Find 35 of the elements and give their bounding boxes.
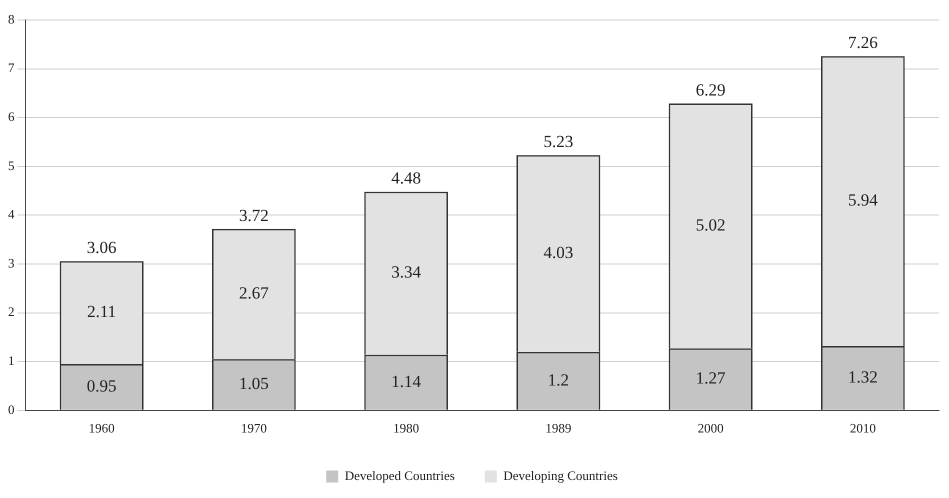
data-label: 5.02 — [696, 215, 726, 234]
x-tick-label: 1970 — [240, 420, 267, 436]
data-label: 5.94 — [848, 190, 878, 210]
x-tick-label: 1980 — [393, 420, 420, 436]
total-label: 4.48 — [391, 168, 421, 188]
data-label: 1.27 — [696, 368, 726, 388]
total-label: 3.06 — [86, 238, 116, 258]
data-label: 2.67 — [239, 283, 270, 302]
y-tick-label: 1 — [8, 353, 14, 368]
data-label: 1.14 — [391, 372, 422, 391]
data-label: 2.11 — [87, 302, 116, 322]
y-tick-label: 4 — [8, 206, 15, 222]
y-tick-label: 8 — [8, 11, 14, 26]
data-label: 4.03 — [544, 242, 574, 262]
y-tick-label: 2 — [8, 304, 14, 320]
y-tick-label: 0 — [8, 402, 14, 417]
legend-label: Developing Countries — [503, 468, 618, 483]
legend-label: Developed Countries — [344, 468, 455, 483]
total-label: 6.29 — [696, 80, 726, 100]
total-label: 5.23 — [544, 132, 574, 152]
y-tick-label: 7 — [8, 60, 15, 76]
x-tick-label: 2000 — [698, 420, 724, 436]
total-label: 3.72 — [239, 206, 269, 225]
data-label: 0.95 — [86, 376, 116, 396]
data-label: 1.32 — [848, 367, 878, 386]
data-label: 1.05 — [239, 374, 269, 393]
y-tick-label: 6 — [8, 109, 15, 124]
data-label: 3.34 — [391, 262, 422, 282]
y-tick-label: 3 — [8, 255, 14, 270]
x-tick-label: 1960 — [88, 420, 115, 436]
data-label: 1.2 — [548, 370, 569, 390]
x-tick-label: 2010 — [850, 420, 876, 436]
y-tick-label: 5 — [8, 158, 14, 173]
x-tick-label: 1989 — [545, 420, 572, 436]
total-label: 7.26 — [848, 33, 878, 52]
